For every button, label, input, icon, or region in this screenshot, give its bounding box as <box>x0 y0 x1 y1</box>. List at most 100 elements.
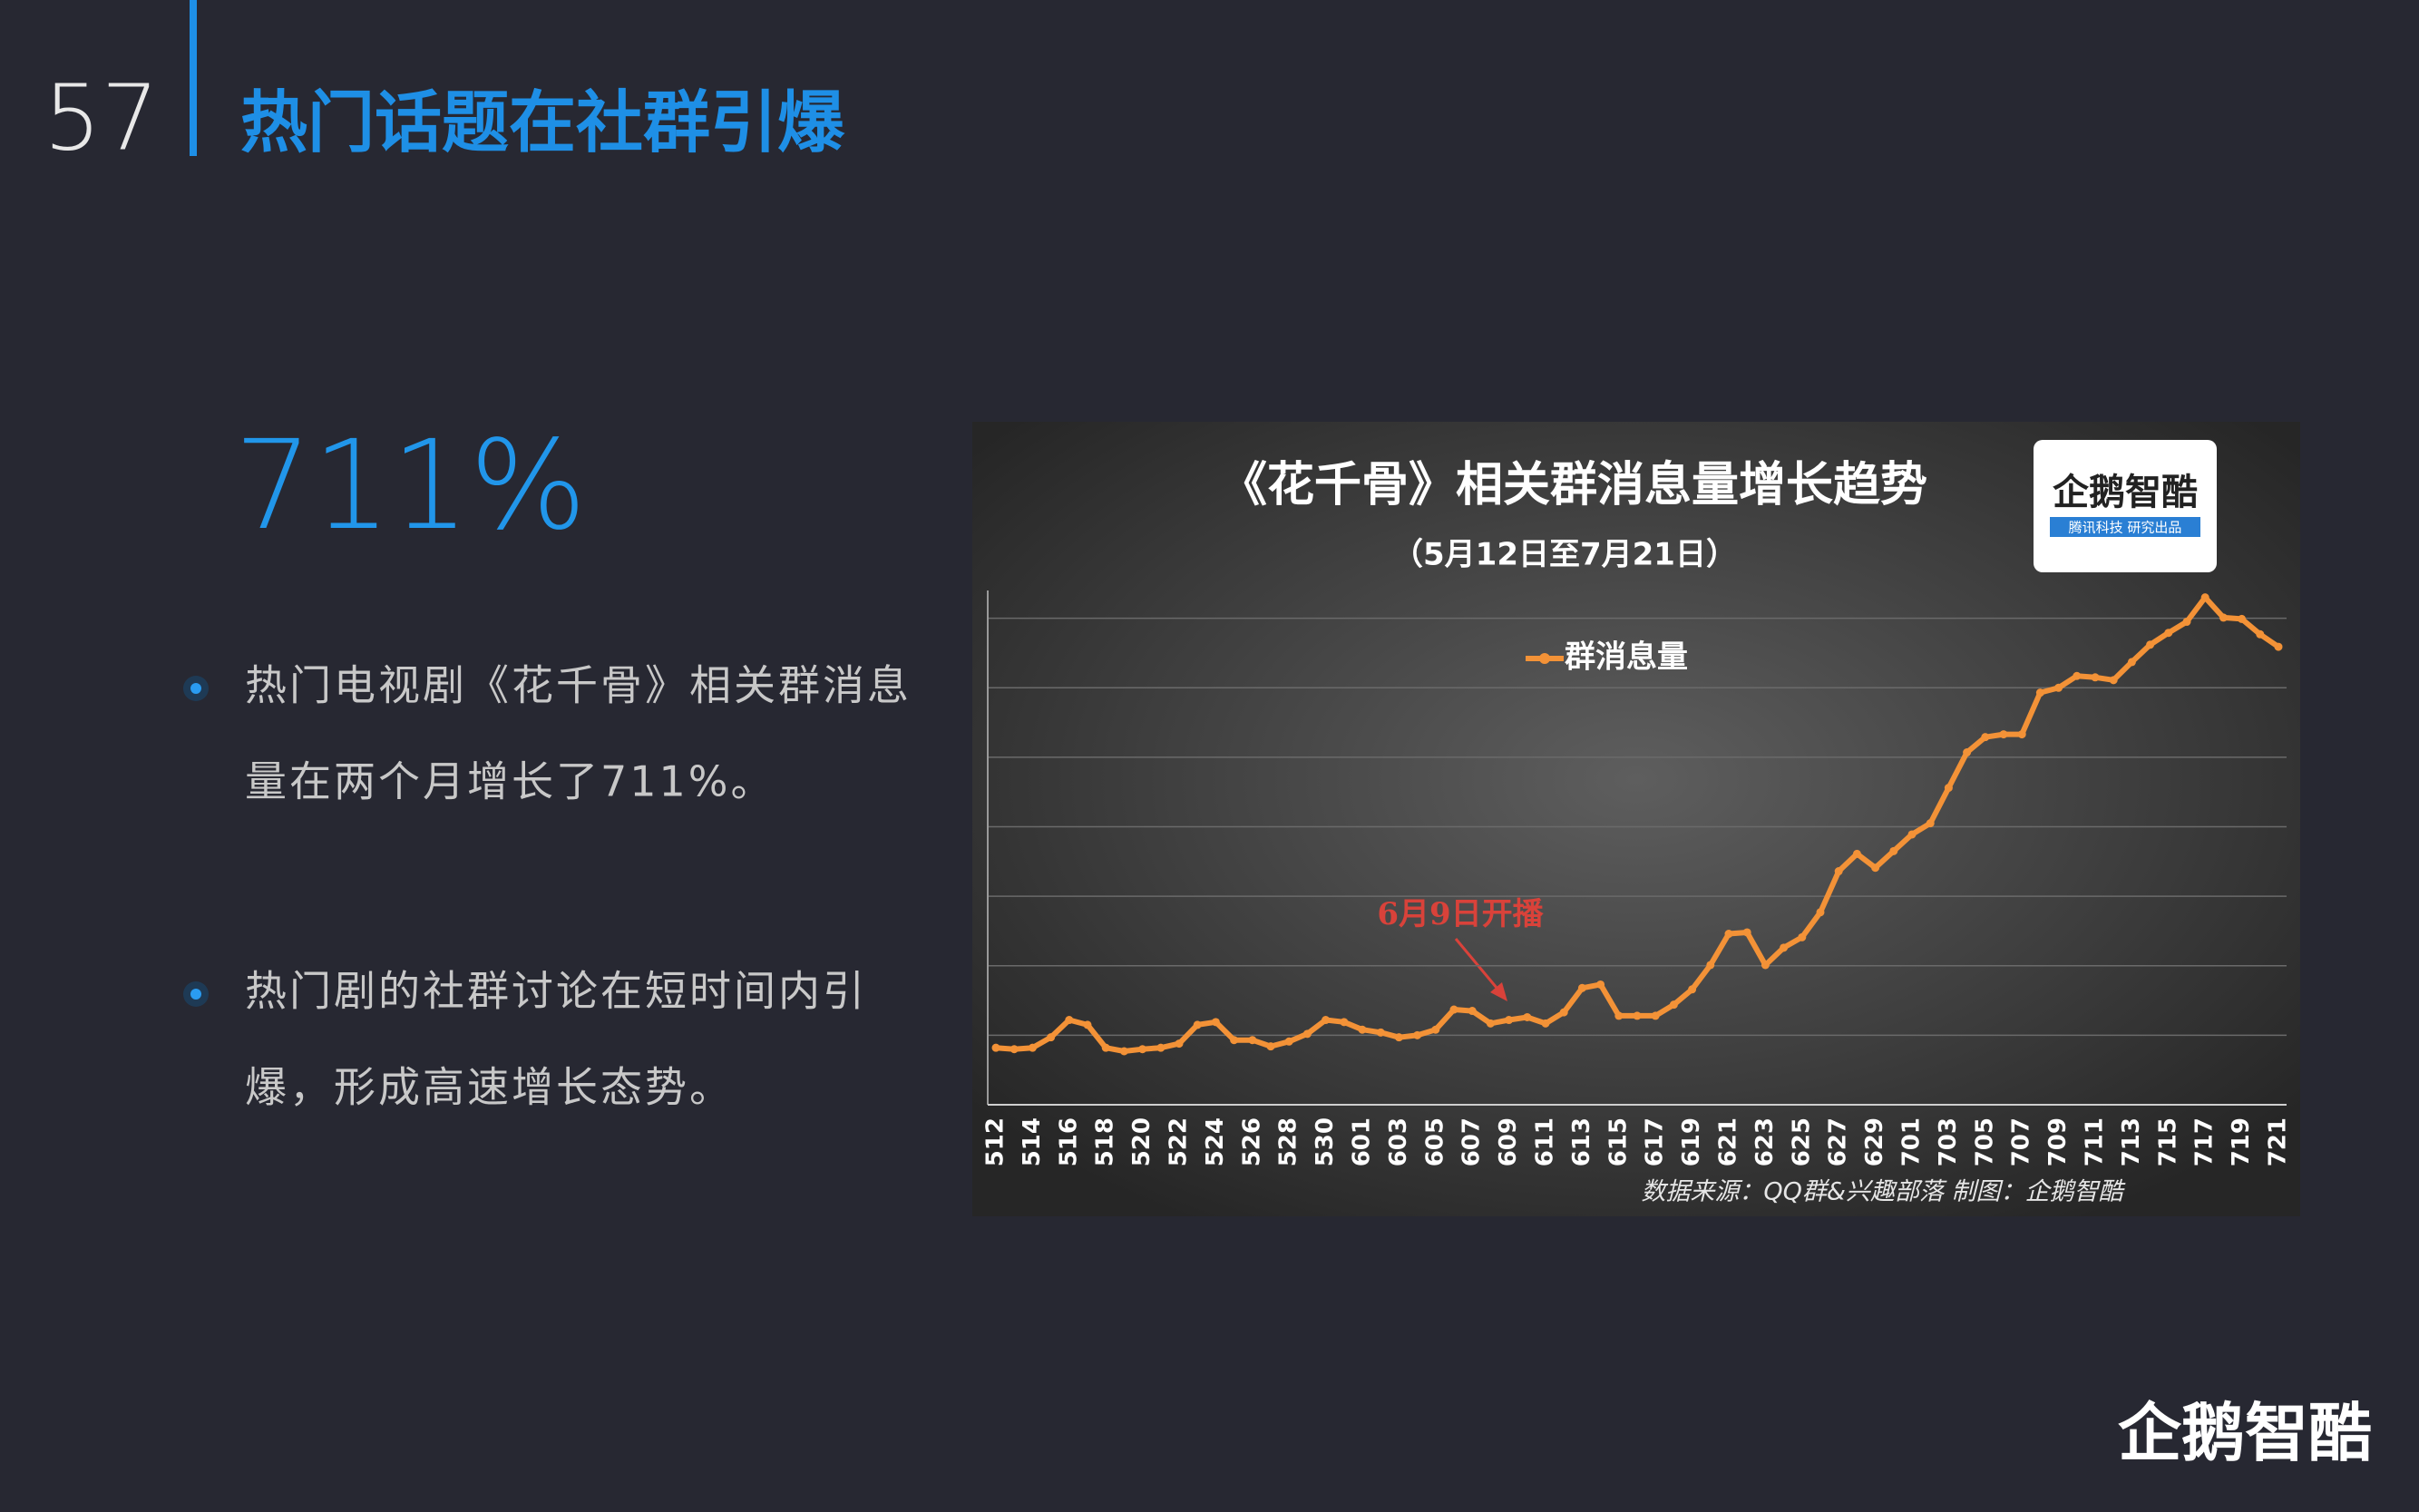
x-tick-label: 605 <box>1421 1117 1448 1166</box>
point-marker <box>2256 629 2265 639</box>
x-tick-label: 703 <box>1935 1117 1962 1166</box>
x-tick-label: 711 <box>2082 1117 2109 1166</box>
point-marker <box>1669 1000 1678 1010</box>
point-marker <box>1431 1025 1440 1034</box>
x-tick-label: 617 <box>1642 1117 1669 1166</box>
point-marker <box>1651 1011 1660 1020</box>
chart-logo: 企鹅智酷 <box>2053 472 2198 513</box>
point-marker <box>1230 1036 1239 1045</box>
point-marker <box>1889 846 1898 855</box>
point-marker <box>1119 1047 1128 1056</box>
point-marker <box>1724 930 1733 939</box>
point-marker <box>1248 1036 1257 1045</box>
chart-source: 数据来源：QQ群&兴趣部落 制图：企鹅智酷 <box>1641 1178 2125 1206</box>
point-marker <box>1413 1030 1422 1039</box>
point-marker <box>1047 1033 1056 1042</box>
point-marker <box>1523 1012 1532 1021</box>
point-marker <box>2200 593 2209 602</box>
point-marker <box>1999 730 2008 739</box>
point-marker <box>1065 1016 1074 1025</box>
point-marker <box>1340 1018 1349 1027</box>
x-tick-label: 522 <box>1166 1117 1193 1166</box>
point-marker <box>2054 683 2063 692</box>
point-marker <box>1559 1008 1568 1017</box>
x-tick-label: 619 <box>1678 1117 1705 1166</box>
point-marker <box>1577 983 1586 992</box>
point-marker <box>1871 863 1880 873</box>
chart-logo-strip <box>2050 517 2200 537</box>
x-tick-label: 613 <box>1568 1117 1595 1166</box>
point-marker <box>1302 1029 1312 1039</box>
point-marker <box>2091 673 2100 682</box>
x-tick-label: 516 <box>1055 1117 1082 1166</box>
point-marker <box>1083 1020 1092 1029</box>
point-marker <box>2109 676 2118 685</box>
point-marker <box>1468 1007 1477 1016</box>
legend-label: 群消息量 <box>1565 639 1688 676</box>
point-marker <box>1266 1042 1275 1051</box>
annotation: 6月9日开播 <box>1377 896 1544 932</box>
point-marker <box>1505 1016 1514 1025</box>
point-marker <box>1284 1037 1293 1046</box>
bullet-text: 爆，形成高速增长态势。 <box>245 1063 734 1112</box>
point-marker <box>1010 1045 1019 1054</box>
x-tick-label: 520 <box>1128 1117 1156 1166</box>
point-marker <box>2274 642 2283 651</box>
x-tick-label: 611 <box>1532 1117 1559 1166</box>
point-marker <box>1175 1039 1184 1049</box>
x-tick-label: 601 <box>1349 1117 1376 1166</box>
x-tick-label: 621 <box>1715 1117 1742 1166</box>
x-tick-label: 719 <box>2228 1117 2255 1166</box>
annotation-arrowhead <box>1490 982 1507 1001</box>
x-tick-label: 607 <box>1458 1117 1486 1166</box>
point-marker <box>1322 1016 1331 1025</box>
point-marker <box>1614 1011 1624 1020</box>
x-tick-label: 623 <box>1751 1117 1779 1166</box>
point-marker <box>1761 961 1770 970</box>
point-marker <box>1156 1043 1166 1052</box>
chart-logo-caption: 腾讯科技 研究出品 <box>2069 520 2182 536</box>
point-marker <box>1780 943 1789 952</box>
point-marker <box>1798 932 1807 941</box>
x-tick-label: 524 <box>1202 1117 1229 1166</box>
point-marker <box>2238 614 2247 623</box>
slide-number: 57 <box>44 64 159 171</box>
point-marker <box>2182 617 2191 626</box>
x-tick-label: 709 <box>2044 1117 2072 1166</box>
bullet-text: 量在两个月增长了711%。 <box>245 757 775 806</box>
point-marker <box>1211 1018 1220 1027</box>
point-marker <box>1028 1043 1037 1052</box>
x-tick-label: 707 <box>2008 1117 2035 1166</box>
x-tick-label: 518 <box>1092 1117 1119 1166</box>
x-tick-label: 514 <box>1019 1117 1046 1166</box>
point-marker <box>1193 1020 1202 1029</box>
point-marker <box>1596 980 1605 989</box>
x-tick-label: 701 <box>1898 1117 1926 1166</box>
point-marker <box>1541 1019 1550 1028</box>
legend-marker <box>1539 653 1550 664</box>
x-tick-label: 715 <box>2154 1117 2181 1166</box>
point-marker <box>1852 849 1861 858</box>
bullet <box>190 989 201 1000</box>
x-tick-label: 528 <box>1275 1117 1302 1166</box>
chart-logo-box <box>2034 440 2217 572</box>
point-marker <box>1834 867 1843 876</box>
slide-title: 热门话题在社群引爆 <box>240 84 845 162</box>
bullet-text: 热门剧的社群讨论在短时间内引 <box>245 967 867 1016</box>
x-tick-label: 627 <box>1825 1117 1852 1166</box>
point-marker <box>1706 961 1715 970</box>
x-tick-label: 526 <box>1238 1117 1265 1166</box>
bullet <box>190 683 201 694</box>
highlight-number: 711% <box>234 415 587 558</box>
point-marker <box>1138 1045 1147 1054</box>
x-tick-label: 705 <box>1971 1117 1998 1166</box>
point-marker <box>1981 733 1990 742</box>
point-marker <box>2219 613 2228 622</box>
chart-title: 《花千骨》相关群消息量增长趋势 <box>1220 458 1927 512</box>
title-bar <box>190 0 197 156</box>
point-marker <box>2146 640 2155 649</box>
x-tick-label: 717 <box>2191 1117 2219 1166</box>
point-marker <box>1816 908 1825 917</box>
